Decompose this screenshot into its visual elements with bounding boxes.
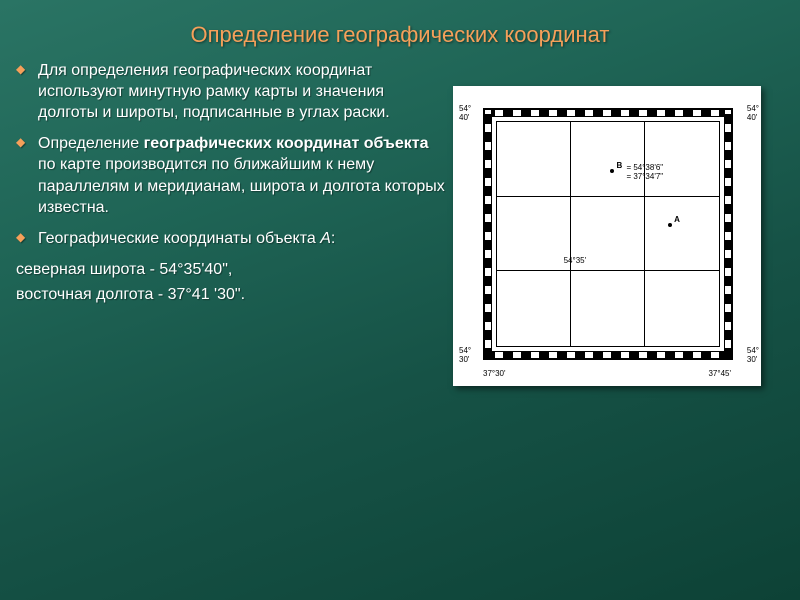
map-point-A — [668, 223, 672, 227]
map-point-coords: = 54°38'6"= 37°34'7" — [626, 163, 663, 181]
frame-hatch-top — [484, 109, 732, 117]
map-point-label: A — [674, 215, 680, 224]
bullet-suffix: по карте производится по ближайшим к нем… — [38, 156, 445, 215]
corner-lon-br: 37°45' — [708, 369, 731, 378]
grid-line-vertical — [644, 122, 645, 346]
plain-line: северная широта - 54°35'40", — [8, 259, 445, 284]
frame-hatch-left — [484, 109, 492, 359]
corner-lon-bl: 37°30' — [483, 369, 506, 378]
map-figure: B = 54°38'6"= 37°34'7" A 54°35' 54°40' 54°4… — [453, 86, 761, 386]
bullet-bold: географических координат объекта — [144, 135, 429, 152]
figure-column: B = 54°38'6"= 37°34'7" A 54°35' 54°40' 54°4… — [453, 60, 763, 386]
bullet-prefix: Определение — [38, 135, 144, 152]
bullet-item: Для определения географических координат… — [8, 60, 445, 133]
map-point-label: B — [616, 161, 622, 170]
grid-line-horizontal — [497, 270, 719, 271]
slide-title: Определение географических координат — [0, 0, 800, 56]
frame-hatch-right — [724, 109, 732, 359]
grid-line-vertical — [570, 122, 571, 346]
text-column: Для определения географических координат… — [8, 60, 453, 386]
bullet-item: Определение географических координат объ… — [8, 133, 445, 227]
grid-line-horizontal — [497, 196, 719, 197]
minute-frame: B = 54°38'6"= 37°34'7" A 54°35' — [483, 108, 733, 360]
corner-lat-tl: 54°40' — [459, 104, 471, 122]
corner-lat-bl: 54°30' — [459, 346, 471, 364]
frame-hatch-bottom — [484, 351, 732, 359]
corner-lat-tr: 54°40' — [747, 104, 759, 122]
corner-lat-br: 54°30' — [747, 346, 759, 364]
map-inner-label: 54°35' — [564, 256, 587, 265]
map-inner: B = 54°38'6"= 37°34'7" A 54°35' — [496, 121, 720, 347]
bullet-list: Для определения географических координат… — [8, 60, 445, 259]
bullet-item: Географические координаты объекта А: — [8, 228, 445, 259]
content-row: Для определения географических координат… — [0, 56, 800, 386]
plain-line: восточная долгота - 37°41 '30". — [8, 284, 445, 309]
map-point-B — [610, 169, 614, 173]
